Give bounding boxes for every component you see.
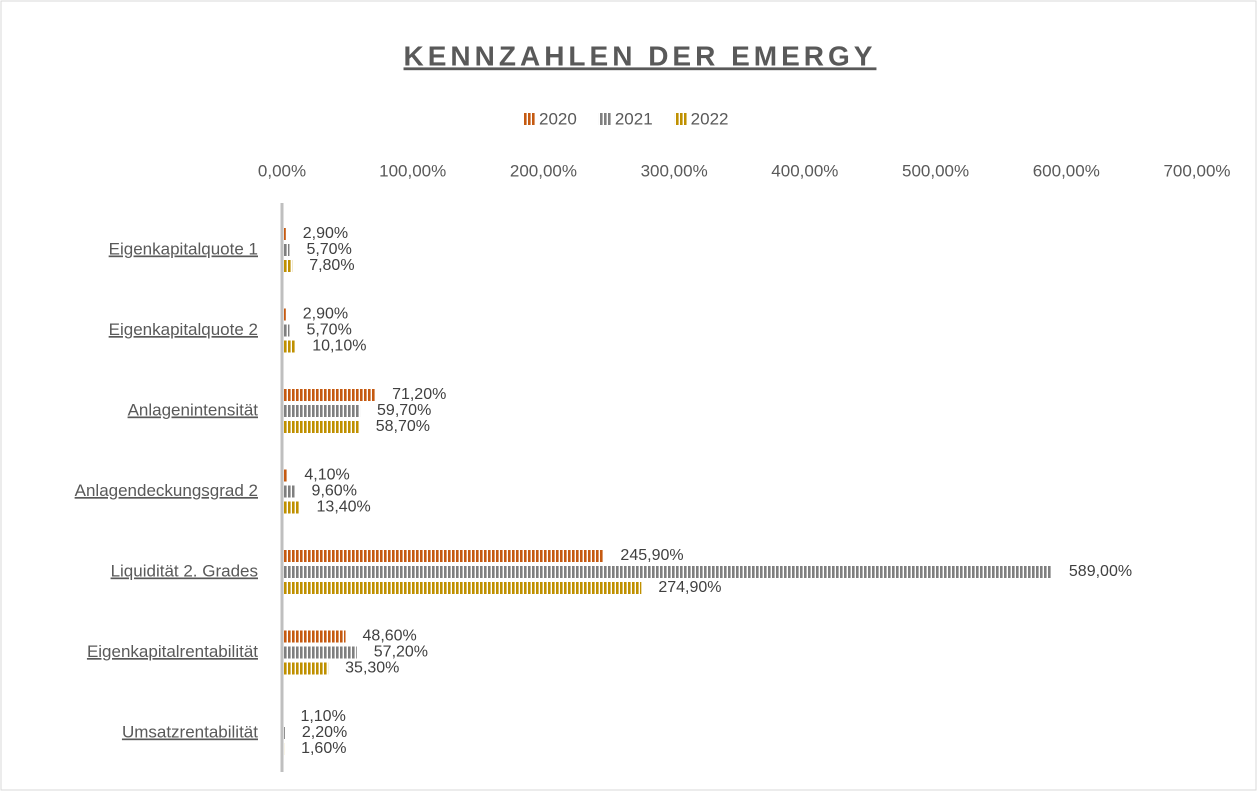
- value-label: 57,20%: [374, 644, 428, 661]
- bar: [282, 485, 295, 498]
- bar: [282, 566, 1052, 578]
- bar: [282, 324, 290, 337]
- chart-title: KENNZAHLEN DER EMERGY: [404, 40, 877, 71]
- x-tick-label: 100,00%: [379, 161, 446, 180]
- bar: [282, 244, 290, 256]
- legend-label: 2022: [691, 109, 729, 128]
- bar: [282, 550, 604, 562]
- value-label: 245,90%: [620, 547, 683, 564]
- legend-label: 2021: [615, 109, 653, 128]
- value-label: 2,20%: [302, 724, 347, 741]
- value-label: 5,70%: [306, 322, 351, 339]
- bar: [282, 405, 361, 417]
- value-label: 13,40%: [317, 499, 371, 516]
- bar: [282, 340, 296, 353]
- x-tick-label: 0,00%: [258, 161, 306, 180]
- category-label: Eigenkapitalquote 1: [109, 239, 258, 258]
- category-label: Umsatzrentabilität: [122, 722, 258, 741]
- value-label: 9,60%: [312, 483, 357, 500]
- bar: [282, 646, 357, 659]
- category-label: Anlagendeckungsgrad 2: [75, 481, 258, 500]
- legend-label: 2020: [539, 109, 577, 128]
- category-label: Anlagenintensität: [128, 400, 259, 419]
- bar: [282, 469, 288, 482]
- value-label: 58,70%: [376, 418, 430, 435]
- value-label: 71,20%: [392, 386, 446, 403]
- x-tick-label: 500,00%: [902, 161, 969, 180]
- bar: [282, 308, 286, 321]
- legend-swatch: [674, 113, 687, 125]
- value-label: 5,70%: [306, 241, 351, 258]
- x-tick-label: 200,00%: [510, 161, 577, 180]
- category-label: Liquidität 2. Grades: [111, 561, 258, 580]
- value-label: 4,10%: [304, 467, 349, 484]
- value-label: 10,10%: [312, 338, 366, 355]
- bar: [282, 421, 359, 433]
- value-label: 274,90%: [658, 579, 721, 596]
- value-label: 35,30%: [345, 660, 399, 677]
- value-label: 7,80%: [309, 257, 354, 274]
- bar: [282, 630, 346, 643]
- x-tick-label: 600,00%: [1033, 161, 1100, 180]
- bar: [282, 228, 286, 240]
- bar: [282, 260, 293, 272]
- x-tick-label: 700,00%: [1163, 161, 1230, 180]
- bar: [282, 662, 329, 675]
- value-label: 1,10%: [300, 708, 345, 725]
- value-label: 1,60%: [301, 740, 346, 757]
- value-label: 2,90%: [303, 225, 348, 242]
- value-label: 2,90%: [303, 306, 348, 323]
- legend-swatch: [523, 113, 535, 125]
- value-label: 59,70%: [377, 402, 431, 419]
- x-tick-label: 400,00%: [771, 161, 838, 180]
- bar: [282, 389, 376, 401]
- value-label: 589,00%: [1069, 563, 1132, 580]
- bar: [282, 501, 300, 514]
- bar: [282, 582, 642, 594]
- category-label: Eigenkapitalquote 2: [109, 320, 258, 339]
- legend-swatch: [598, 113, 611, 125]
- x-tick-label: 300,00%: [641, 161, 708, 180]
- value-label: 48,60%: [363, 628, 417, 645]
- category-label: Eigenkapitalrentabilität: [87, 642, 258, 661]
